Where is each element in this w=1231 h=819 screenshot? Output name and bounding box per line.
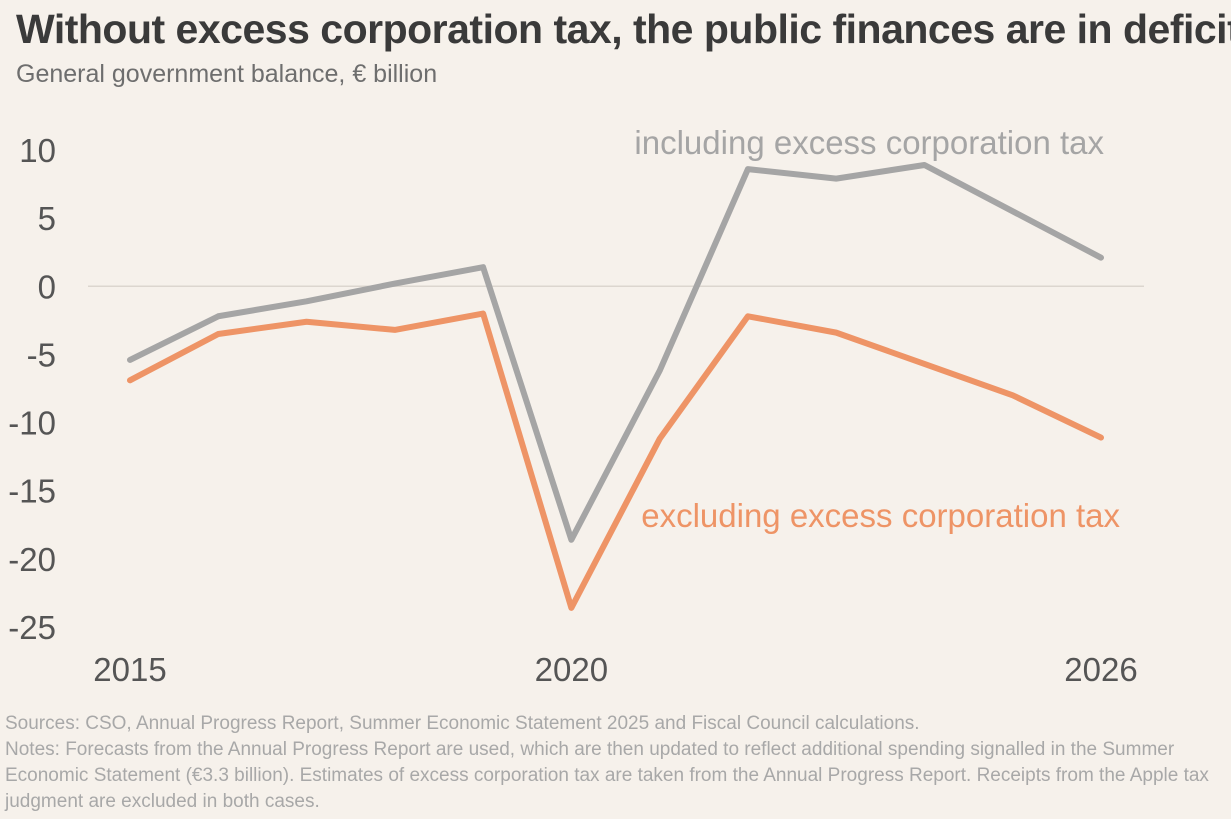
- sources-text: Sources: CSO, Annual Progress Report, Su…: [5, 713, 920, 734]
- footnotes: Sources: CSO, Annual Progress Report, Su…: [5, 711, 1215, 815]
- x-tick-label: 2026: [1064, 651, 1137, 688]
- series-line-including: [127, 161, 1104, 543]
- series-label-excluding: excluding excess corporation tax: [641, 497, 1120, 534]
- y-tick-label: -10: [8, 405, 56, 442]
- chart-subtitle: General government balance, € billion: [16, 60, 438, 88]
- notes-text: Notes: Forecasts from the Annual Progres…: [5, 739, 1209, 812]
- x-tick-label: 2015: [93, 651, 166, 688]
- y-tick-label: -25: [8, 609, 56, 646]
- series-label-including: including excess corporation tax: [634, 124, 1104, 161]
- y-tick-label: 0: [38, 268, 56, 305]
- chart-title: Without excess corporation tax, the publ…: [16, 6, 1231, 52]
- y-tick-label: -5: [27, 336, 56, 373]
- line-chart: 10 5 0 -5 -10 -15 -20 -25 2015 2020 2026 includin…: [8, 124, 1144, 688]
- y-tick-label: -15: [8, 473, 56, 510]
- y-tick-label: 5: [38, 200, 56, 237]
- y-tick-label: -20: [8, 541, 56, 578]
- x-tick-label: 2020: [535, 651, 608, 688]
- series-line-excluding: [127, 310, 1104, 611]
- y-tick-label: 10: [19, 132, 56, 169]
